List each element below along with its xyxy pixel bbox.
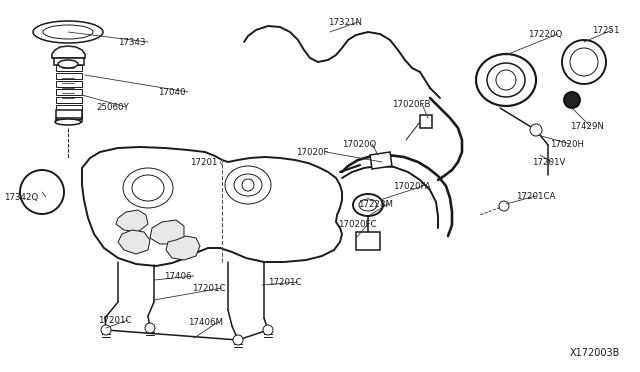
Circle shape [101, 325, 111, 335]
Polygon shape [420, 115, 432, 128]
Text: 17020FB: 17020FB [392, 100, 431, 109]
Ellipse shape [225, 166, 271, 204]
Text: 17020FA: 17020FA [393, 182, 431, 191]
Circle shape [564, 92, 580, 108]
Polygon shape [116, 210, 148, 232]
Ellipse shape [132, 175, 164, 201]
Text: 17020H: 17020H [550, 140, 584, 149]
Ellipse shape [234, 174, 262, 196]
Text: 17201V: 17201V [532, 158, 565, 167]
Text: 17321N: 17321N [328, 18, 362, 27]
Polygon shape [56, 73, 82, 79]
Circle shape [562, 40, 606, 84]
Text: 17406M: 17406M [188, 318, 223, 327]
Ellipse shape [476, 54, 536, 106]
Ellipse shape [58, 60, 78, 68]
Text: 17342Q: 17342Q [4, 193, 38, 202]
Polygon shape [56, 97, 82, 103]
Text: 17201CA: 17201CA [516, 192, 556, 201]
Text: 17251: 17251 [592, 26, 620, 35]
Circle shape [499, 201, 509, 211]
Text: 17406: 17406 [164, 272, 191, 281]
Circle shape [496, 70, 516, 90]
Text: 17201C: 17201C [192, 284, 225, 293]
Text: 25060Y: 25060Y [96, 103, 129, 112]
Polygon shape [118, 230, 150, 254]
Polygon shape [82, 147, 342, 266]
Text: 17201C: 17201C [268, 278, 301, 287]
Ellipse shape [55, 119, 81, 125]
Polygon shape [166, 236, 200, 260]
Polygon shape [356, 232, 380, 250]
Polygon shape [56, 89, 82, 95]
Circle shape [263, 325, 273, 335]
Polygon shape [370, 152, 392, 169]
Text: 17220Q: 17220Q [528, 30, 563, 39]
Circle shape [20, 170, 64, 214]
Text: 17228M: 17228M [358, 200, 393, 209]
Text: 17201C: 17201C [98, 316, 131, 325]
Text: 17201: 17201 [190, 158, 218, 167]
Ellipse shape [123, 168, 173, 208]
Text: 17429N: 17429N [570, 122, 604, 131]
Polygon shape [150, 220, 184, 244]
Text: 17020Q: 17020Q [342, 140, 376, 149]
Ellipse shape [353, 194, 383, 216]
Polygon shape [54, 58, 84, 65]
Polygon shape [56, 110, 82, 118]
Ellipse shape [43, 25, 93, 39]
Text: 17020F: 17020F [296, 148, 328, 157]
Circle shape [233, 335, 243, 345]
Polygon shape [56, 65, 82, 71]
Ellipse shape [33, 21, 103, 43]
Polygon shape [56, 105, 82, 111]
Polygon shape [56, 81, 82, 87]
Polygon shape [56, 113, 82, 119]
Circle shape [145, 323, 155, 333]
Text: 17040: 17040 [158, 88, 186, 97]
Text: X172003B: X172003B [570, 348, 620, 358]
Text: 17020FC: 17020FC [338, 220, 376, 229]
Ellipse shape [359, 199, 377, 211]
Circle shape [570, 48, 598, 76]
Circle shape [242, 179, 254, 191]
Text: 17343: 17343 [118, 38, 145, 47]
Circle shape [530, 124, 542, 136]
Ellipse shape [487, 63, 525, 97]
